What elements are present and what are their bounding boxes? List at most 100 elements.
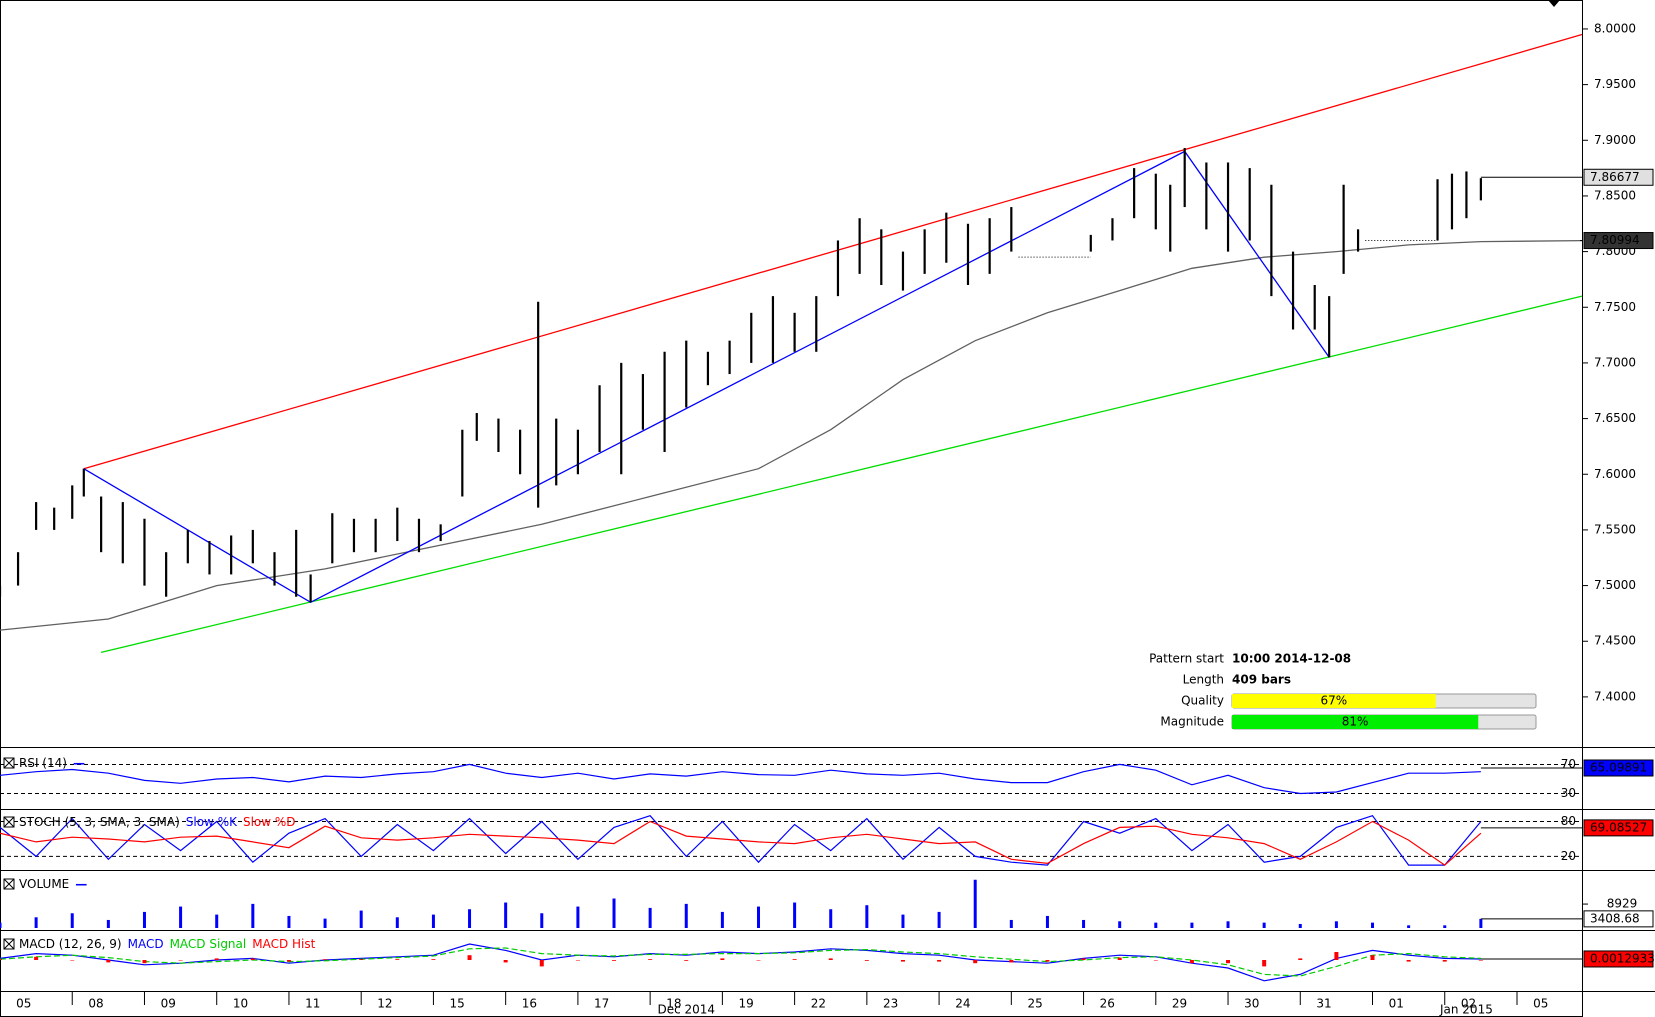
moving-average — [0, 239, 1583, 631]
panel-toggle-cross — [3, 878, 15, 890]
hist-bar — [1009, 960, 1014, 963]
x-tick-label: 10 — [233, 997, 248, 1011]
meter-label: 67% — [1321, 694, 1348, 708]
hist-bar — [1298, 958, 1303, 960]
panel-title: RSI (14) — — [19, 756, 85, 770]
volume-bar — [576, 906, 580, 928]
hist-bar — [467, 955, 472, 960]
volume-bar — [973, 879, 977, 928]
x-tick-label: 18 — [666, 997, 681, 1011]
hist-bar — [1262, 960, 1267, 967]
y-tick-label: 7.6500 — [1594, 411, 1636, 425]
hist-bar — [106, 960, 111, 963]
x-tick-label: 11 — [305, 997, 320, 1011]
hist-bar — [142, 960, 147, 964]
indicator-line — [0, 763, 1481, 795]
volume-bar — [431, 914, 435, 928]
x-tick-label: 02 — [1461, 997, 1476, 1011]
y-tick-label: 7.9500 — [1594, 77, 1636, 91]
panel-toggle-cross — [3, 816, 15, 828]
level-label: 70 — [1561, 757, 1576, 771]
level-label: 30 — [1561, 786, 1576, 800]
meter-label: 81% — [1342, 715, 1369, 729]
last-price-label: 7.86677 — [1590, 170, 1640, 184]
last-price-box — [1583, 168, 1654, 186]
info-value: 10:00 2014-12-08 — [1232, 652, 1351, 666]
x-tick-label: 08 — [88, 997, 103, 1011]
indicator-line — [0, 947, 1481, 977]
volume-bar — [1443, 925, 1447, 928]
volume-bar — [504, 902, 508, 928]
volume-bar — [359, 910, 363, 928]
hist-bar — [0, 959, 2, 960]
hist-bar — [34, 956, 39, 960]
hist-bar — [1045, 960, 1050, 962]
y-tick-label: 7.5000 — [1594, 578, 1636, 592]
x-tick-label: 24 — [955, 997, 970, 1011]
hist-bar — [756, 960, 761, 961]
volume-bar — [1298, 923, 1302, 928]
x-tick-label: 26 — [1100, 997, 1115, 1011]
hist-bar — [539, 960, 544, 967]
last-value-box — [1583, 759, 1654, 777]
volume-bar — [540, 913, 544, 928]
legend-swatch: — — [75, 877, 87, 891]
y-tick-label: 7.8500 — [1594, 188, 1636, 202]
hist-bar — [1370, 955, 1375, 960]
info-label: Magnitude — [1160, 715, 1224, 729]
month-label: Dec 2014 — [657, 1003, 715, 1017]
y-tick-label: 7.7000 — [1594, 355, 1636, 369]
volume-bar — [865, 905, 869, 928]
y-tick-label: 7.6000 — [1594, 467, 1636, 481]
trend-line — [83, 150, 1330, 604]
volume-bar — [1154, 922, 1158, 928]
x-tick-label: 25 — [1027, 997, 1042, 1011]
legend-entry: Slow %D — [243, 815, 296, 829]
info-label: Quality — [1181, 694, 1224, 708]
panel-title: MACD (12, 26, 9) MACD MACD Signal MACD Hist — [19, 937, 316, 951]
hist-bar — [684, 960, 689, 961]
volume-bar — [612, 898, 616, 928]
volume-bar — [1371, 922, 1375, 928]
hist-bar — [792, 959, 797, 960]
x-tick-label: 30 — [1244, 997, 1259, 1011]
hist-bar — [503, 960, 508, 963]
hist-bar — [214, 958, 219, 960]
indicator-line — [0, 820, 1482, 866]
hist-bar — [1406, 960, 1411, 962]
volume-bar — [901, 914, 905, 928]
volume-bar — [1118, 921, 1122, 928]
x-tick-label: 29 — [1172, 997, 1187, 1011]
legend-entry: MACD Hist — [252, 937, 315, 951]
panel-title-text: MACD (12, 26, 9) — [19, 937, 122, 951]
hist-bar — [250, 958, 255, 960]
volume-bar — [251, 903, 255, 928]
x-tick-label: 15 — [450, 997, 465, 1011]
hist-bar — [395, 959, 400, 960]
hist-bar — [1081, 958, 1086, 960]
volume-bar — [1479, 918, 1483, 928]
y-tick-label: 7.9000 — [1594, 133, 1636, 147]
volume-bar — [1190, 922, 1194, 928]
x-tick-label: 05 — [1533, 997, 1548, 1011]
y-tick-label: 7.4000 — [1594, 689, 1636, 703]
hist-bar — [648, 959, 653, 960]
volume-bar — [323, 918, 327, 928]
volume-bar — [684, 903, 688, 928]
last-value-label: 69.08527 — [1590, 820, 1647, 834]
volume-bar — [720, 911, 724, 928]
trend-line — [83, 33, 1583, 470]
hist-bar — [1478, 960, 1483, 961]
volume-bar — [756, 906, 760, 928]
info-value: 409 bars — [1232, 673, 1291, 687]
volume-bar — [70, 913, 74, 928]
hist-bar — [1153, 960, 1158, 961]
info-label: Pattern start — [1149, 652, 1224, 666]
volume-bar — [106, 919, 110, 928]
hist-bar — [973, 960, 978, 964]
panel-title: STOCH (5, 3, SMA, 3, SMA) Slow %K Slow %D — [19, 815, 296, 829]
last-value-label: 65.09891 — [1590, 760, 1647, 774]
indicator-line — [0, 943, 1481, 982]
y-tick-label: 7.7500 — [1594, 300, 1636, 314]
